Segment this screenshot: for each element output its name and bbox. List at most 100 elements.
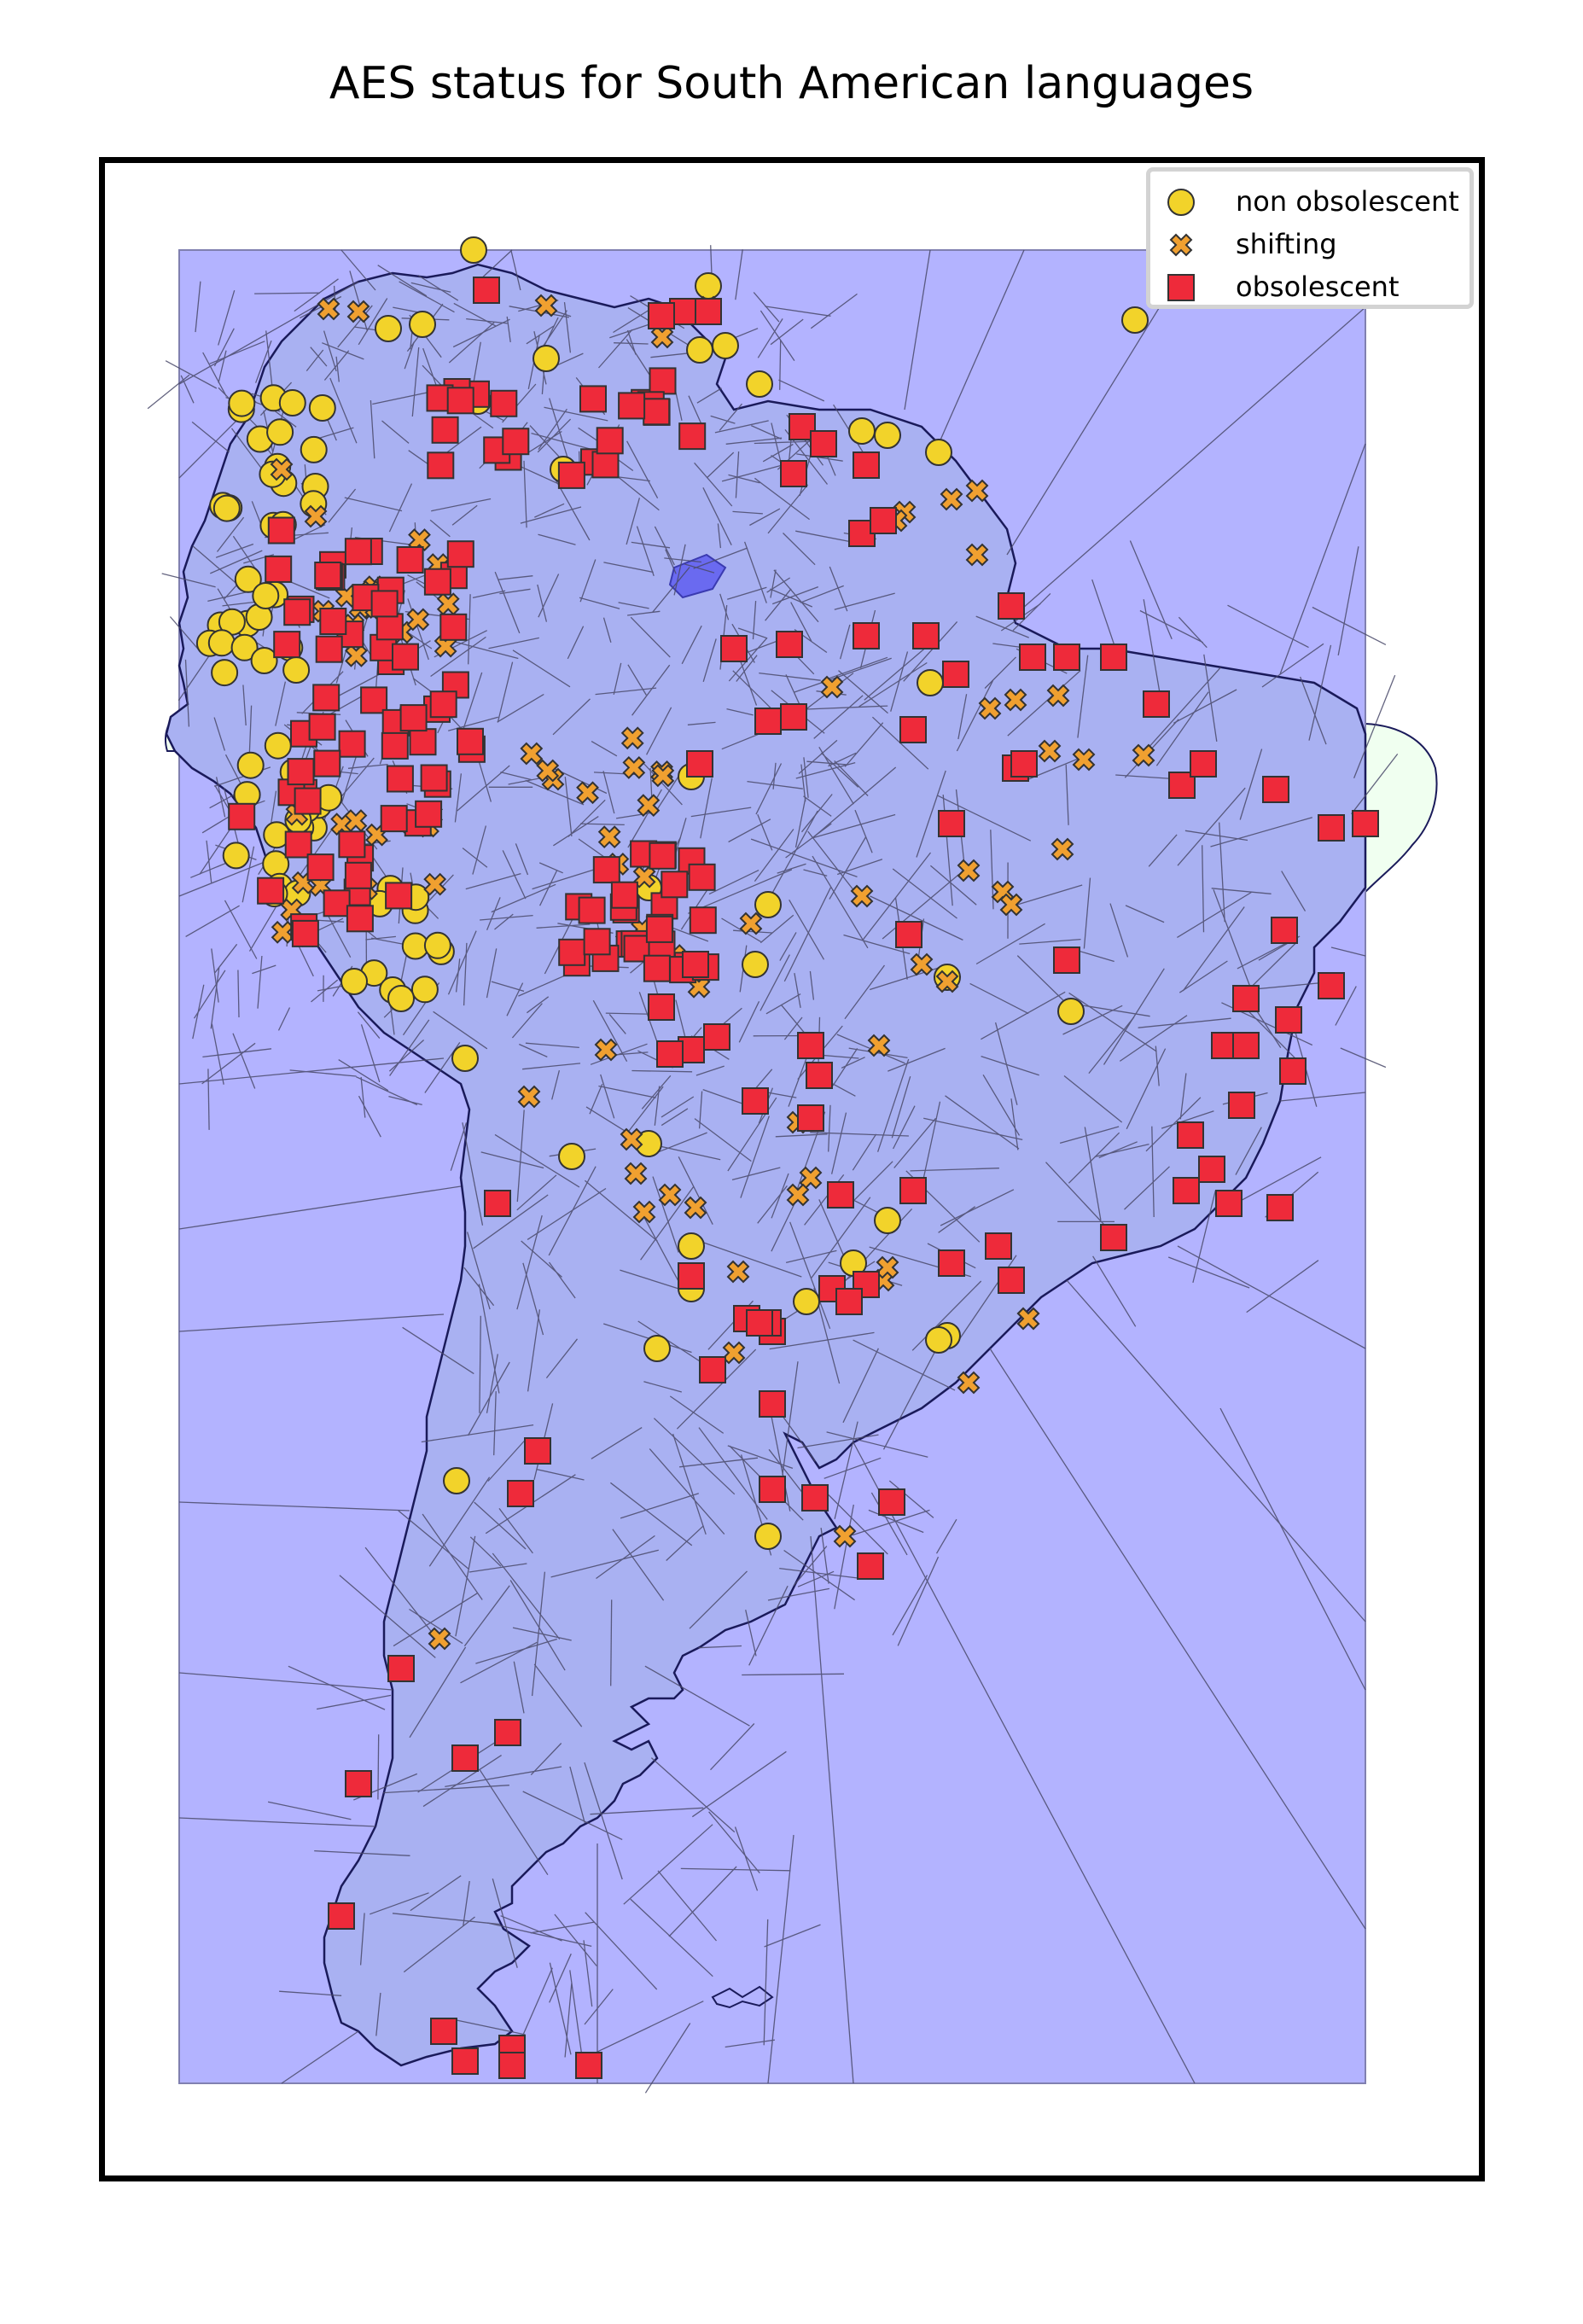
- obsolescent-marker: [429, 690, 457, 719]
- obsolescent-marker: [502, 428, 530, 456]
- non-obsolescent-marker: [1121, 306, 1149, 334]
- shifting-marker: [833, 1524, 857, 1548]
- obsolescent-marker: [678, 1262, 705, 1290]
- obsolescent-marker: [291, 919, 319, 947]
- non-obsolescent-marker: [228, 389, 256, 417]
- obsolescent-marker: [346, 905, 374, 933]
- non-obsolescent-marker: [387, 985, 415, 1012]
- obsolescent-marker: [328, 1902, 355, 1930]
- shifting-marker: [632, 1200, 656, 1224]
- shifting-marker: [270, 457, 294, 481]
- obsolescent-marker: [746, 1309, 773, 1337]
- shifting-marker: [620, 726, 644, 750]
- obsolescent-marker: [912, 622, 940, 649]
- obsolescent-marker: [776, 631, 803, 658]
- obsolescent-marker: [578, 896, 606, 924]
- non-obsolescent-marker: [460, 236, 487, 264]
- highlighted-cell: [668, 553, 727, 599]
- obsolescent-marker: [998, 1267, 1025, 1294]
- shifting-marker: [650, 325, 674, 349]
- shifting-marker: [1004, 688, 1027, 712]
- obsolescent-marker: [688, 863, 716, 891]
- obsolescent-marker: [431, 416, 459, 444]
- non-obsolescent-marker: [746, 370, 773, 398]
- shifting-marker: [436, 592, 460, 616]
- shifting-marker: [346, 300, 370, 323]
- obsolescent-marker: [392, 643, 419, 671]
- obsolescent-marker: [648, 993, 675, 1021]
- shifting-marker: [637, 794, 661, 818]
- obsolescent-marker: [643, 954, 671, 982]
- obsolescent-marker: [742, 1087, 769, 1115]
- non-obsolescent-marker: [925, 439, 952, 466]
- obsolescent-markers: [228, 277, 1379, 2079]
- shifting-marker: [965, 479, 989, 503]
- obsolescent-marker: [857, 1552, 884, 1580]
- obsolescent-marker: [899, 716, 927, 743]
- obsolescent-marker: [998, 592, 1025, 620]
- shifting-marker: [576, 781, 599, 805]
- obsolescent-marker: [1215, 1190, 1243, 1217]
- obsolescent-marker: [312, 684, 340, 712]
- obsolescent-marker: [878, 1488, 905, 1516]
- obsolescent-marker: [415, 800, 443, 828]
- circle-icon: [1167, 189, 1195, 216]
- obsolescent-marker: [1262, 776, 1289, 803]
- shifting-marker: [684, 1196, 707, 1220]
- obsolescent-marker: [678, 422, 707, 451]
- obsolescent-marker: [648, 302, 675, 329]
- obsolescent-marker: [759, 1476, 786, 1503]
- non-obsolescent-marker: [300, 435, 328, 463]
- obsolescent-marker: [610, 881, 638, 909]
- shifting-marker: [620, 1127, 643, 1151]
- obsolescent-marker: [360, 686, 388, 714]
- shifting-marker: [820, 675, 844, 699]
- shifting-marker: [406, 608, 430, 632]
- obsolescent-marker: [895, 921, 922, 948]
- obsolescent-marker: [557, 461, 585, 489]
- obsolescent-marker: [853, 451, 880, 479]
- non-obsolescent-marker: [558, 1143, 585, 1170]
- obsolescent-marker: [806, 1062, 833, 1089]
- shifting-marker: [517, 1085, 541, 1109]
- shifting-marker: [799, 1166, 823, 1190]
- obsolescent-marker: [314, 562, 342, 589]
- obsolescent-marker: [1100, 1224, 1127, 1251]
- obsolescent-marker: [1019, 644, 1046, 671]
- obsolescent-marker: [1318, 972, 1345, 999]
- obsolescent-marker: [446, 387, 474, 415]
- non-obsolescent-marker: [443, 1467, 470, 1494]
- non-obsolescent-marker: [212, 494, 241, 522]
- non-obsolescent-marker: [222, 842, 250, 870]
- obsolescent-marker: [385, 882, 413, 910]
- obsolescent-marker: [338, 830, 366, 859]
- non-obsolescent-marker: [533, 345, 560, 372]
- shifting-marker: [651, 764, 675, 788]
- shifting-marker: [850, 884, 874, 908]
- map-title: AES status for South American languages: [329, 58, 1254, 109]
- shifting-marker: [304, 504, 328, 528]
- shifting-marker: [940, 487, 963, 511]
- obsolescent-marker: [294, 787, 322, 815]
- obsolescent-marker: [689, 906, 717, 935]
- obsolescent-marker: [938, 1249, 965, 1277]
- obsolescent-marker: [649, 842, 677, 870]
- legend-item-shifting: shifting: [1150, 224, 1470, 264]
- non-obsolescent-marker: [925, 1326, 952, 1354]
- non-obsolescent-marker: [423, 931, 451, 959]
- obsolescent-marker: [682, 951, 709, 978]
- non-obsolescent-marker: [308, 394, 336, 422]
- shifting-marker: [957, 859, 981, 882]
- obsolescent-marker: [473, 277, 500, 304]
- obsolescent-marker: [430, 2018, 457, 2045]
- non-obsolescent-marker: [282, 656, 311, 684]
- x-icon: [1169, 233, 1193, 257]
- voronoi-cell-lines: [147, 245, 1399, 2094]
- obsolescent-marker: [938, 810, 965, 837]
- obsolescent-marker: [1232, 1032, 1260, 1059]
- shifting-marker: [534, 294, 558, 317]
- obsolescent-marker: [1271, 917, 1298, 944]
- non-obsolescent-marker: [211, 659, 239, 687]
- legend-item-non-obsolescent: non obsolescent: [1150, 182, 1470, 221]
